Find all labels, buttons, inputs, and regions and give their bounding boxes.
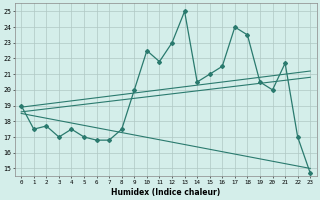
X-axis label: Humidex (Indice chaleur): Humidex (Indice chaleur) <box>111 188 220 197</box>
